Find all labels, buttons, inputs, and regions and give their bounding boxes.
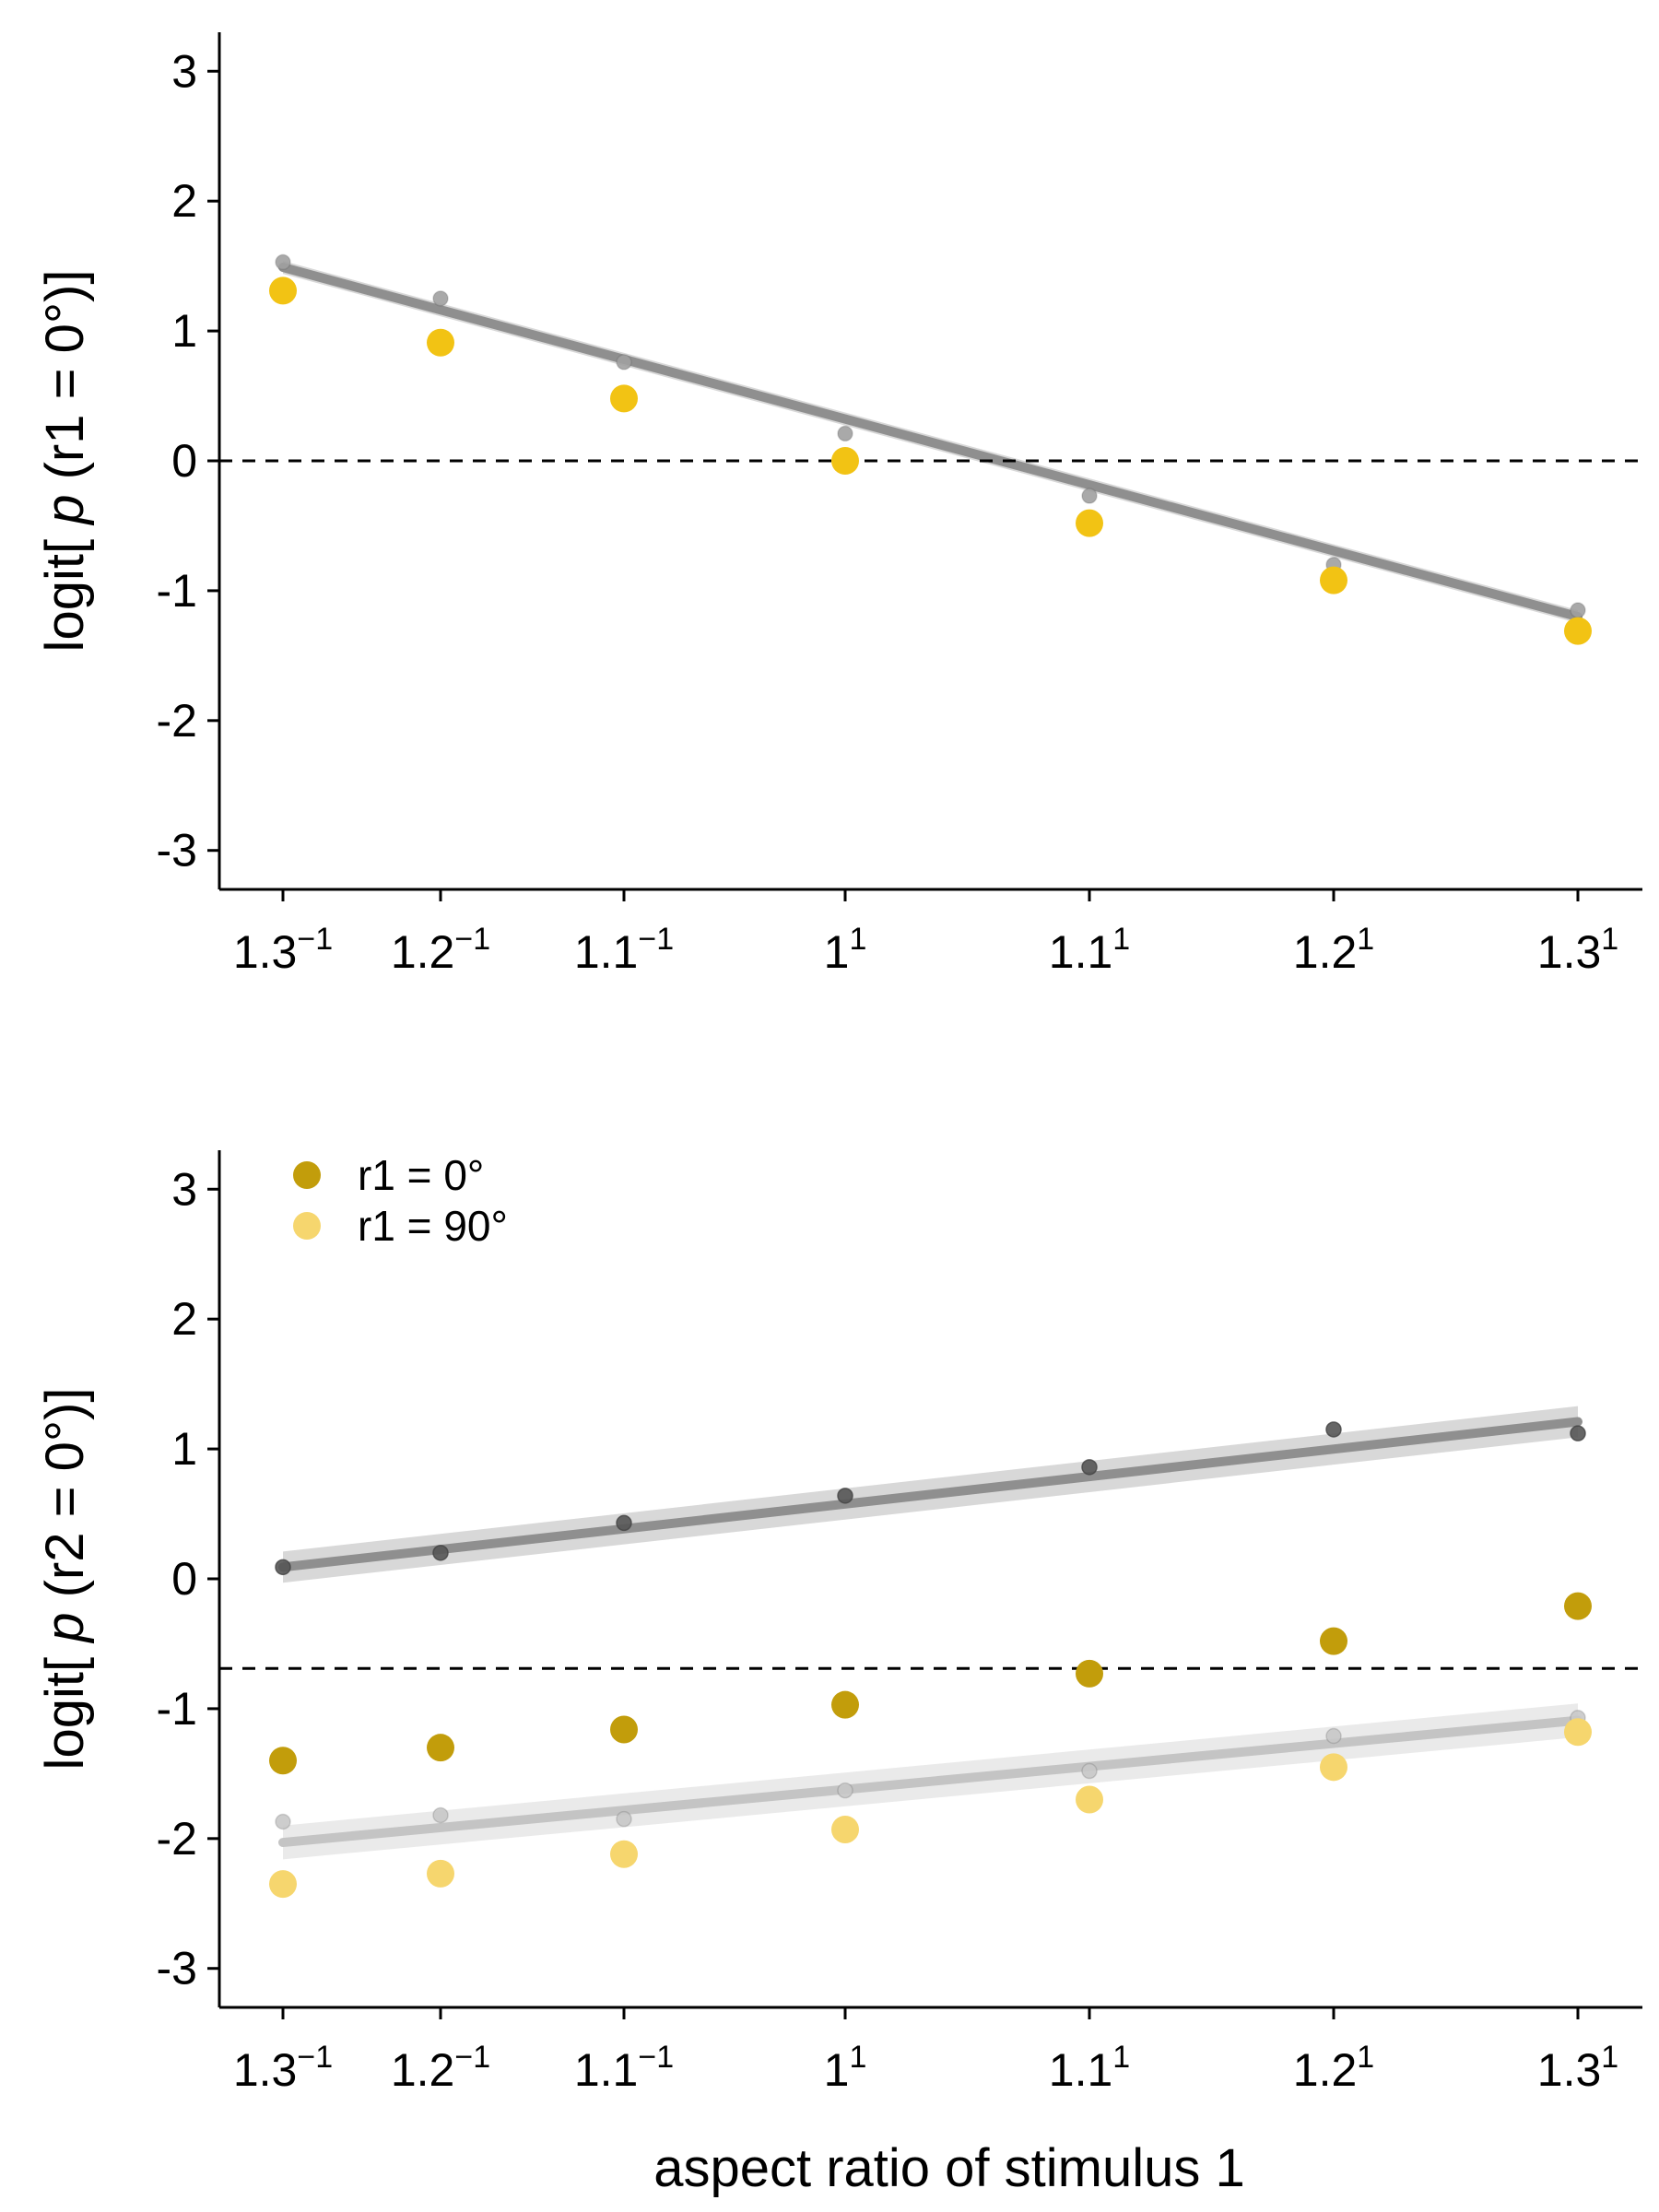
y-tick-label: 0 (171, 1553, 197, 1605)
y-tick-label: 3 (171, 1163, 197, 1215)
x-tick-label: 1.31 (1537, 922, 1618, 978)
model-point (1570, 602, 1586, 618)
y-tick-label: 0 (171, 435, 197, 487)
x-tick-label: 1.2−1 (391, 922, 490, 978)
x-tick-label: 11 (824, 2040, 867, 2096)
model-point (432, 290, 449, 307)
data-point (610, 1715, 638, 1744)
x-tick-label: 11 (824, 922, 867, 978)
data-point (427, 1734, 454, 1762)
data-point (610, 384, 638, 413)
data-point (831, 1690, 859, 1719)
y-axis-title: logit[ p (r1 = 0°)] (35, 270, 95, 653)
y-tick-label: 1 (171, 305, 197, 357)
model-point (1325, 1727, 1342, 1745)
x-tick-label: 1.31 (1537, 2040, 1618, 2096)
model-point (275, 1559, 291, 1576)
model-point (616, 354, 632, 371)
data-point (610, 1840, 638, 1868)
y-tick-label: -2 (157, 1813, 197, 1865)
data-point (269, 1870, 297, 1899)
data-point (1076, 1785, 1103, 1814)
y-tick-label: -3 (157, 825, 197, 877)
model-point (837, 1782, 853, 1799)
model-point (837, 1488, 853, 1504)
y-axis-title: logit[ p (r2 = 0°)] (35, 1388, 95, 1771)
y-tick-label: 2 (171, 1293, 197, 1345)
data-point (427, 328, 454, 357)
x-axis-title: aspect ratio of stimulus 1 (653, 2138, 1245, 2198)
model-point (432, 1545, 449, 1561)
data-point (1320, 566, 1347, 594)
panel-top: -3 -2 -1 0 1 2 3 1.3−1 1.2−1 1.1−1 11 1.11 1.21 1.31 l… (35, 32, 1642, 978)
model-point (1325, 1421, 1342, 1438)
x-tick-label: 1.1−1 (574, 2040, 674, 2096)
model-point (616, 1810, 632, 1828)
x-tick-label: 1.2−1 (391, 2040, 490, 2096)
model-point (616, 1514, 632, 1532)
data-point (831, 1815, 859, 1843)
data-point (269, 1747, 297, 1775)
x-tick-label: 1.1−1 (574, 922, 674, 978)
model-point (1081, 488, 1098, 504)
y-tick-label: 3 (171, 45, 197, 97)
data-point (269, 276, 297, 305)
legend-swatch (293, 1212, 321, 1240)
x-tick-label: 1.3−1 (233, 2040, 333, 2096)
y-tick-label: -1 (157, 1683, 197, 1735)
x-tick-label: 1.21 (1293, 922, 1374, 978)
fit-line-0 (278, 1417, 1583, 1572)
model-point (1570, 1425, 1586, 1441)
y-tick-label: -3 (157, 1943, 197, 1994)
panel-bottom: -3 -2 -1 0 1 2 3 1.3−1 1.2−1 1.1−1 11 1.11 1.21 1.31 l… (35, 1150, 1642, 2198)
fit-line-1 (278, 1715, 1583, 1848)
x-tick-label: 1.11 (1049, 922, 1130, 978)
data-point (1564, 1592, 1592, 1620)
legend-label: r1 = 0° (358, 1151, 484, 1199)
data-point (1076, 1659, 1103, 1688)
data-point (427, 1859, 454, 1888)
model-point (1081, 1762, 1098, 1780)
data-point (1564, 617, 1592, 645)
model-point (1081, 1459, 1098, 1476)
fit-line-0 (278, 263, 1583, 622)
y-tick-label: -2 (157, 695, 197, 747)
x-tick-label: 1.11 (1049, 2040, 1130, 2096)
model-point (275, 1813, 291, 1830)
model-point (432, 1806, 449, 1824)
y-tick-label: -1 (157, 565, 197, 617)
y-tick-label: 1 (171, 1423, 197, 1475)
x-tick-label: 1.21 (1293, 2040, 1374, 2096)
legend-label: r1 = 90° (358, 1202, 508, 1250)
legend-swatch (293, 1161, 321, 1189)
data-point (831, 447, 859, 475)
model-point (837, 425, 853, 442)
y-tick-label: 2 (171, 175, 197, 227)
model-point (275, 253, 291, 271)
data-point (1564, 1718, 1592, 1747)
data-point (1076, 509, 1103, 537)
x-tick-label: 1.3−1 (233, 922, 333, 978)
data-point (1320, 1753, 1347, 1782)
data-point (1320, 1627, 1347, 1655)
